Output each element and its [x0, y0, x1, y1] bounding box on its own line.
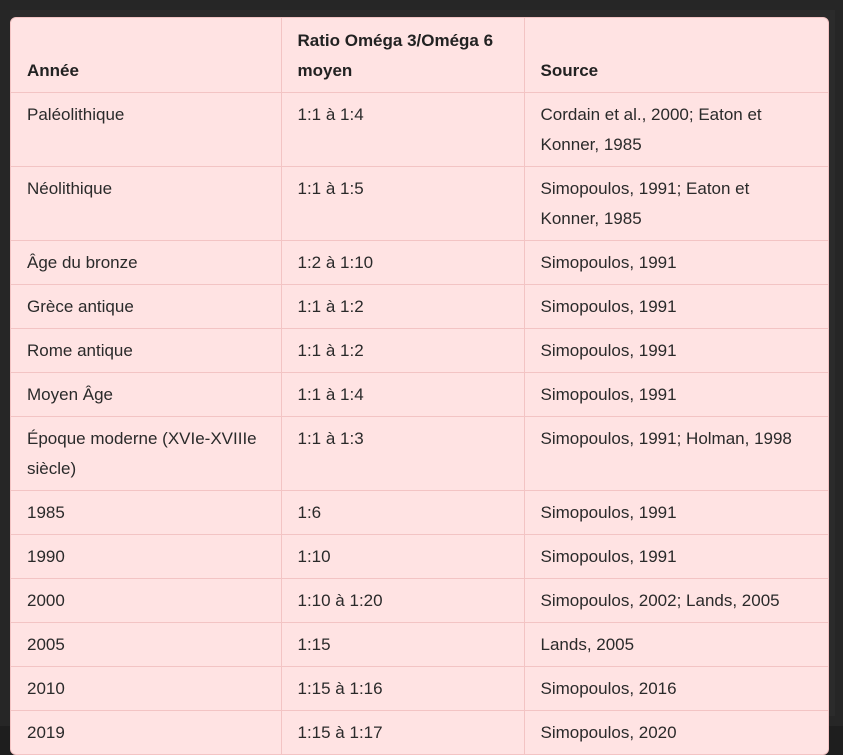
column-header-source: Source [524, 18, 828, 93]
cell-ratio: 1:1 à 1:2 [281, 284, 525, 329]
cell-source: Simopoulos, 1991 [524, 284, 828, 329]
cell-ratio: 1:2 à 1:10 [281, 240, 525, 285]
table-row: 2005 1:15 Lands, 2005 [11, 622, 828, 667]
cell-ratio: 1:1 à 1:3 [281, 416, 525, 491]
cell-source: Simopoulos, 1991 [524, 372, 828, 417]
table-row: 2019 1:15 à 1:17 Simopoulos, 2020 [11, 710, 828, 754]
cell-ratio: 1:1 à 1:2 [281, 328, 525, 373]
cell-source: Simopoulos, 1991; Eaton et Konner, 1985 [524, 166, 828, 241]
cell-annee: 2000 [11, 578, 282, 623]
cell-ratio: 1:10 [281, 534, 525, 579]
cell-ratio: 1:15 [281, 622, 525, 667]
table-container: Année Ratio Oméga 3/Oméga 6 moyen Source… [10, 17, 829, 755]
omega-ratio-table: Année Ratio Oméga 3/Oméga 6 moyen Source… [11, 18, 828, 754]
cell-annee: Époque moderne (XVIe-XVIIIe siècle) [11, 416, 282, 491]
cell-ratio: 1:1 à 1:4 [281, 92, 525, 167]
cell-ratio: 1:1 à 1:4 [281, 372, 525, 417]
table-row: Paléolithique 1:1 à 1:4 Cordain et al., … [11, 92, 828, 167]
cell-source: Lands, 2005 [524, 622, 828, 667]
cell-source: Cordain et al., 2000; Eaton et Konner, 1… [524, 92, 828, 167]
cell-ratio: 1:6 [281, 490, 525, 535]
table-row: 1990 1:10 Simopoulos, 1991 [11, 534, 828, 579]
cell-annee: 2010 [11, 666, 282, 711]
cell-annee: 2019 [11, 710, 282, 754]
table-header-row: Année Ratio Oméga 3/Oméga 6 moyen Source [11, 18, 828, 93]
table-row: 2000 1:10 à 1:20 Simopoulos, 2002; Lands… [11, 578, 828, 623]
column-header-ratio: Ratio Oméga 3/Oméga 6 moyen [281, 18, 525, 93]
table-row: Moyen Âge 1:1 à 1:4 Simopoulos, 1991 [11, 372, 828, 417]
cell-annee: Néolithique [11, 166, 282, 241]
cell-ratio: 1:10 à 1:20 [281, 578, 525, 623]
cell-annee: Âge du bronze [11, 240, 282, 285]
table-row: Époque moderne (XVIe-XVIIIe siècle) 1:1 … [11, 416, 828, 491]
cell-annee: Paléolithique [11, 92, 282, 167]
cell-source: Simopoulos, 2020 [540, 723, 677, 742]
cell-annee: 1985 [11, 490, 282, 535]
cell-source: Simopoulos, 1991 [524, 328, 828, 373]
cell-annee: Moyen Âge [11, 372, 282, 417]
cell-annee: Grèce antique [11, 284, 282, 329]
cell-ratio: 1:1 à 1:5 [281, 166, 525, 241]
table-row: Grèce antique 1:1 à 1:2 Simopoulos, 1991 [11, 284, 828, 329]
cell-source: Simopoulos, 1991 [524, 240, 828, 285]
cell-source: Simopoulos, 1991; Holman, 1998 [524, 416, 828, 491]
table-row: 2010 1:15 à 1:16 Simopoulos, 2016 [11, 666, 828, 711]
cell-ratio: 1:15 à 1:17 [281, 710, 525, 754]
cell-source: Simopoulos, 2016 [524, 666, 828, 711]
cell-source: Simopoulos, 1991 [524, 534, 828, 579]
table-row: Âge du bronze 1:2 à 1:10 Simopoulos, 199… [11, 240, 828, 285]
table-row: 1985 1:6 Simopoulos, 1991 [11, 490, 828, 535]
cell-annee: Rome antique [11, 328, 282, 373]
column-header-annee: Année [11, 18, 282, 93]
cell-annee: 1990 [11, 534, 282, 579]
table-row: Néolithique 1:1 à 1:5 Simopoulos, 1991; … [11, 166, 828, 241]
cell-annee: 2005 [11, 622, 282, 667]
cell-ratio: 1:15 à 1:16 [281, 666, 525, 711]
cell-source: Simopoulos, 1991 [524, 490, 828, 535]
table-row: Rome antique 1:1 à 1:2 Simopoulos, 1991 [11, 328, 828, 373]
cell-source: Simopoulos, 2002; Lands, 2005 [524, 578, 828, 623]
